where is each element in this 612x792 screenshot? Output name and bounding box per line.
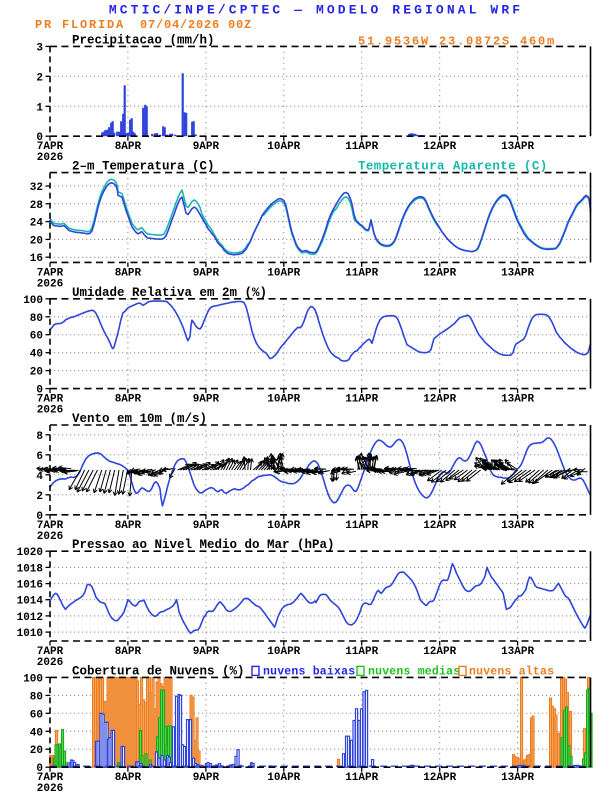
svg-text:10APR: 10APR [267, 772, 300, 784]
svg-text:80: 80 [30, 691, 43, 703]
svg-text:PR FLORIDA: PR FLORIDA [35, 18, 125, 32]
svg-text:12APR: 12APR [423, 520, 456, 532]
svg-text:12APR: 12APR [423, 646, 456, 658]
svg-text:9APR: 9APR [193, 520, 220, 532]
svg-text:60: 60 [30, 331, 43, 343]
svg-text:40: 40 [30, 349, 43, 361]
svg-text:MCTIC/INPE/CPTEC — MODELO REGI: MCTIC/INPE/CPTEC — MODELO REGIONAL WRF [109, 3, 523, 18]
svg-text:11APR: 11APR [345, 520, 378, 532]
svg-text:12APR: 12APR [423, 267, 456, 279]
svg-text:100: 100 [23, 295, 43, 307]
svg-text:1020: 1020 [17, 547, 43, 559]
svg-text:07/04/2026 00Z: 07/04/2026 00Z [140, 18, 252, 32]
svg-text:9APR: 9APR [193, 141, 220, 153]
svg-text:13APR: 13APR [501, 646, 534, 658]
svg-text:12APR: 12APR [423, 772, 456, 784]
svg-text:12APR: 12APR [423, 394, 456, 406]
svg-text:60: 60 [30, 709, 43, 721]
svg-text:2026: 2026 [37, 783, 63, 792]
svg-text:10APR: 10APR [267, 141, 300, 153]
svg-text:12APR: 12APR [423, 141, 456, 153]
svg-text:20: 20 [30, 745, 43, 757]
svg-text:2026: 2026 [37, 657, 63, 669]
svg-text:9APR: 9APR [193, 394, 220, 406]
svg-text:1012: 1012 [17, 612, 43, 624]
svg-text:13APR: 13APR [501, 267, 534, 279]
svg-text:8APR: 8APR [115, 394, 142, 406]
svg-text:7APR: 7APR [37, 646, 64, 658]
svg-text:11APR: 11APR [345, 394, 378, 406]
svg-text:10APR: 10APR [267, 394, 300, 406]
svg-text:6: 6 [36, 451, 43, 463]
svg-text:10APR: 10APR [267, 267, 300, 279]
svg-text:24: 24 [30, 218, 44, 230]
svg-text:10APR: 10APR [267, 520, 300, 532]
svg-text:1016: 1016 [17, 580, 43, 592]
svg-text:8APR: 8APR [115, 646, 142, 658]
svg-text:1018: 1018 [17, 563, 44, 575]
svg-text:80: 80 [30, 313, 43, 325]
svg-text:11APR: 11APR [345, 772, 378, 784]
svg-text:1: 1 [36, 102, 43, 114]
svg-text:Pressao ao Nivel Medio do Mar: Pressao ao Nivel Medio do Mar (hPa) [72, 538, 335, 552]
svg-text:13APR: 13APR [501, 772, 534, 784]
svg-text:0: 0 [36, 132, 43, 144]
svg-text:Vento em 10m (m/s): Vento em 10m (m/s) [72, 412, 207, 426]
svg-text:8APR: 8APR [115, 520, 142, 532]
svg-text:4: 4 [36, 471, 43, 483]
svg-text:2–m Temperatura (C): 2–m Temperatura (C) [72, 160, 215, 174]
svg-text:1010: 1010 [17, 628, 43, 640]
svg-text:7APR: 7APR [37, 267, 64, 279]
svg-text:2: 2 [36, 72, 43, 84]
svg-text:0: 0 [36, 511, 43, 523]
svg-text:2: 2 [36, 491, 43, 503]
svg-text:8: 8 [36, 431, 43, 443]
svg-text:7APR: 7APR [37, 772, 64, 784]
svg-text:16: 16 [30, 253, 43, 265]
svg-text:9APR: 9APR [193, 646, 220, 658]
svg-text:0: 0 [36, 385, 43, 397]
svg-text:8APR: 8APR [115, 141, 142, 153]
svg-text:32: 32 [30, 182, 43, 194]
svg-text:Umidade Relativa em 2m (%): Umidade Relativa em 2m (%) [72, 286, 267, 300]
svg-text:0: 0 [36, 763, 43, 775]
svg-text:Cobertura de Nuvens (%): Cobertura de Nuvens (%) [72, 664, 245, 678]
svg-text:51.9536W 23.0872S 460m: 51.9536W 23.0872S 460m [358, 35, 556, 49]
svg-text:40: 40 [30, 727, 43, 739]
svg-text:7APR: 7APR [37, 141, 64, 153]
svg-text:2026: 2026 [37, 405, 63, 417]
svg-text:nuvens medias: nuvens medias [368, 665, 460, 678]
svg-text:1014: 1014 [17, 596, 44, 608]
svg-text:9APR: 9APR [193, 772, 220, 784]
svg-text:7APR: 7APR [37, 394, 64, 406]
svg-text:11APR: 11APR [345, 267, 378, 279]
svg-text:nuvens altas: nuvens altas [469, 665, 554, 678]
svg-text:100: 100 [23, 673, 43, 685]
svg-text:10APR: 10APR [267, 646, 300, 658]
svg-text:2026: 2026 [37, 531, 63, 543]
svg-text:8APR: 8APR [115, 772, 142, 784]
svg-text:9APR: 9APR [193, 267, 220, 279]
svg-text:2026: 2026 [37, 152, 63, 164]
svg-text:20: 20 [30, 235, 43, 247]
svg-text:7APR: 7APR [37, 520, 64, 532]
svg-text:20: 20 [30, 367, 43, 379]
svg-text:11APR: 11APR [345, 141, 378, 153]
svg-text:8APR: 8APR [115, 267, 142, 279]
svg-text:Temperatura Aparente (C): Temperatura Aparente (C) [358, 160, 548, 174]
svg-text:13APR: 13APR [501, 141, 534, 153]
svg-text:nuvens baixas: nuvens baixas [263, 665, 355, 678]
svg-text:3: 3 [36, 42, 43, 54]
svg-text:11APR: 11APR [345, 646, 378, 658]
svg-text:13APR: 13APR [501, 394, 534, 406]
svg-text:13APR: 13APR [501, 520, 534, 532]
svg-text:Precipitacao (mm/h): Precipitacao (mm/h) [72, 33, 215, 47]
svg-text:2026: 2026 [37, 278, 63, 290]
svg-text:28: 28 [30, 200, 44, 212]
